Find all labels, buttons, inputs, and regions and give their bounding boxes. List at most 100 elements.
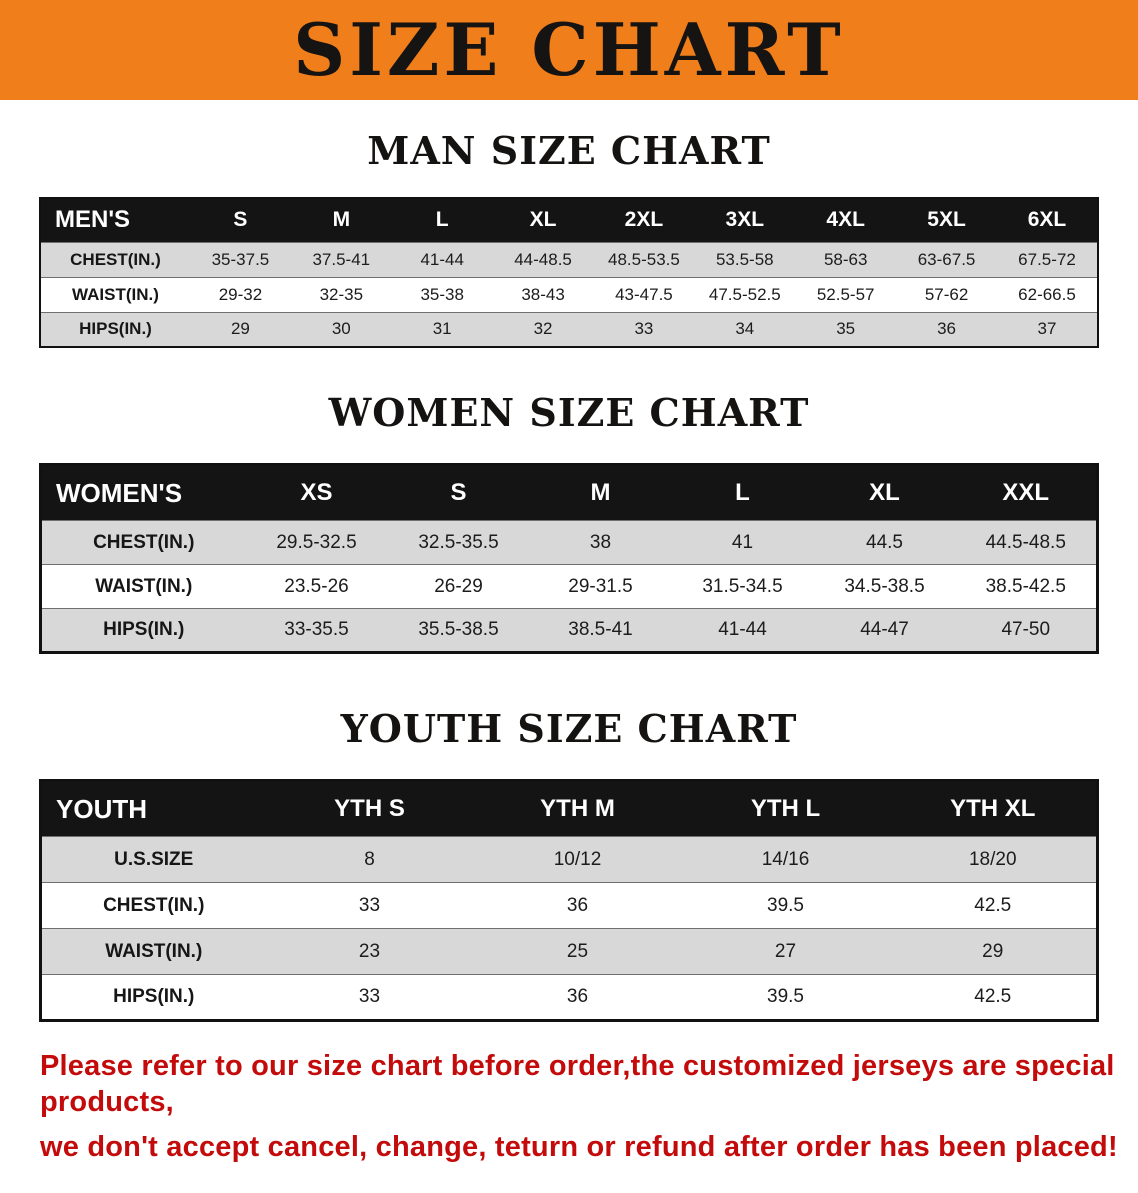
size-column-header: L: [391, 198, 493, 242]
size-value: 44.5: [813, 520, 956, 565]
size-column-header: XL: [492, 198, 594, 242]
size-value: 34.5-38.5: [813, 564, 956, 609]
size-column-header: YTH XL: [889, 780, 1098, 837]
table-row: HIPS(IN.) 29 30 31 32 33 34 35 36 37: [40, 311, 1098, 347]
size-column-header: M: [290, 198, 392, 242]
row-label: HIPS(IN.): [40, 311, 190, 347]
row-label: WAIST(IN.): [40, 928, 266, 975]
size-value: 29-31.5: [529, 564, 672, 609]
size-value: 41: [671, 520, 814, 565]
size-value: 48.5-53.5: [593, 241, 695, 277]
size-value: 8: [265, 836, 474, 883]
size-value: 26-29: [387, 564, 530, 609]
table-header-row: MEN'S S M L XL 2XL 3XL 4XL 5XL 6XL: [40, 198, 1098, 242]
row-label: CHEST(IN.): [40, 882, 266, 929]
size-value: 41-44: [391, 241, 493, 277]
size-value: 38.5-42.5: [955, 564, 1098, 609]
table-corner-label: MEN'S: [40, 198, 190, 242]
size-value: 42.5: [889, 974, 1098, 1021]
size-value: 30: [290, 311, 392, 347]
size-value: 44-48.5: [492, 241, 594, 277]
row-label: WAIST(IN.): [40, 564, 246, 609]
banner-title: SIZE CHART: [293, 7, 845, 92]
size-value: 29: [889, 928, 1098, 975]
youth-section-heading: YOUTH SIZE CHART: [340, 706, 798, 751]
size-value: 38.5-41: [529, 608, 672, 653]
size-value: 39.5: [681, 882, 890, 929]
size-value: 33: [265, 882, 474, 929]
size-value: 39.5: [681, 974, 890, 1021]
size-value: 35-37.5: [190, 241, 291, 277]
size-value: 43-47.5: [593, 276, 695, 312]
size-value: 52.5-57: [795, 276, 897, 312]
size-value: 35: [795, 311, 897, 347]
size-value: 32-35: [290, 276, 392, 312]
size-value: 38-43: [492, 276, 594, 312]
size-chart-content: MAN SIZE CHART MEN'S S M L XL 2XL 3XL 4XL 5XL 6XL…: [0, 100, 1138, 1022]
disclaimer: Please refer to our size chart before or…: [0, 1022, 1138, 1193]
size-column-header: S: [190, 198, 291, 242]
banner: SIZE CHART: [0, 0, 1138, 100]
size-value: 44-47: [813, 608, 956, 653]
size-value: 36: [473, 882, 682, 929]
size-value: 34: [694, 311, 796, 347]
size-value: 36: [896, 311, 997, 347]
size-value: 44.5-48.5: [955, 520, 1098, 565]
size-column-header: 6XL: [997, 198, 1098, 242]
size-column-header: 4XL: [795, 198, 897, 242]
disclaimer-line-2: we don't accept cancel, change, teturn o…: [40, 1130, 1118, 1163]
size-value: 23.5-26: [245, 564, 388, 609]
size-value: 53.5-58: [694, 241, 796, 277]
disclaimer-line-1: Please refer to our size chart before or…: [40, 1050, 1115, 1119]
men-section-heading: MAN SIZE CHART: [367, 128, 771, 173]
size-value: 67.5-72: [997, 241, 1098, 277]
size-value: 35-38: [391, 276, 493, 312]
size-value: 31.5-34.5: [671, 564, 814, 609]
size-value: 33: [265, 974, 474, 1021]
row-label: CHEST(IN.): [40, 520, 246, 565]
section-youth: YOUTH SIZE CHART YOUTH YTH S YTH M YTH L YTH…: [0, 654, 1138, 1022]
size-value: 31: [391, 311, 493, 347]
size-column-header: YTH M: [473, 780, 682, 837]
youth-size-table: YOUTH YTH S YTH M YTH L YTH XL U.S.SIZE 8 10/12…: [39, 779, 1099, 1022]
table-row: CHEST(IN.) 33 36 39.5 42.5: [40, 882, 1098, 929]
table-header-row: YOUTH YTH S YTH M YTH L YTH XL: [40, 780, 1098, 837]
size-value: 63-67.5: [896, 241, 997, 277]
size-value: 41-44: [671, 608, 814, 653]
men-size-table: MEN'S S M L XL 2XL 3XL 4XL 5XL 6XL CHEST(IN.) 35-37…: [39, 197, 1099, 348]
table-row: U.S.SIZE 8 10/12 14/16 18/20: [40, 836, 1098, 883]
size-value: 47-50: [955, 608, 1098, 653]
size-value: 38: [529, 520, 672, 565]
size-value: 29-32: [190, 276, 291, 312]
size-column-header: L: [671, 464, 814, 521]
table-row: WAIST(IN.) 29-32 32-35 35-38 38-43 43-47.5 47.…: [40, 276, 1098, 312]
size-value: 23: [265, 928, 474, 975]
section-men: MAN SIZE CHART MEN'S S M L XL 2XL 3XL 4XL 5XL 6XL…: [0, 100, 1138, 348]
size-value: 57-62: [896, 276, 997, 312]
size-column-header: YTH L: [681, 780, 890, 837]
table-corner-label: YOUTH: [40, 780, 266, 837]
size-value: 27: [681, 928, 890, 975]
table-row: CHEST(IN.) 35-37.5 37.5-41 41-44 44-48.5 48.5…: [40, 241, 1098, 277]
size-value: 58-63: [795, 241, 897, 277]
row-label: WAIST(IN.): [40, 276, 190, 312]
size-column-header: XXL: [955, 464, 1098, 521]
size-value: 35.5-38.5: [387, 608, 530, 653]
size-value: 47.5-52.5: [694, 276, 796, 312]
section-women: WOMEN SIZE CHART WOMEN'S XS S M L XL XXL CHEST(…: [0, 348, 1138, 654]
size-value: 29: [190, 311, 291, 347]
size-value: 33-35.5: [245, 608, 388, 653]
size-column-header: XS: [245, 464, 388, 521]
size-value: 29.5-32.5: [245, 520, 388, 565]
table-header-row: WOMEN'S XS S M L XL XXL: [40, 464, 1098, 521]
table-corner-label: WOMEN'S: [40, 464, 246, 521]
size-value: 14/16: [681, 836, 890, 883]
size-value: 25: [473, 928, 682, 975]
size-column-header: 3XL: [694, 198, 796, 242]
row-label: U.S.SIZE: [40, 836, 266, 883]
size-value: 37: [997, 311, 1098, 347]
size-column-header: S: [387, 464, 530, 521]
size-column-header: YTH S: [265, 780, 474, 837]
size-column-header: 2XL: [593, 198, 695, 242]
